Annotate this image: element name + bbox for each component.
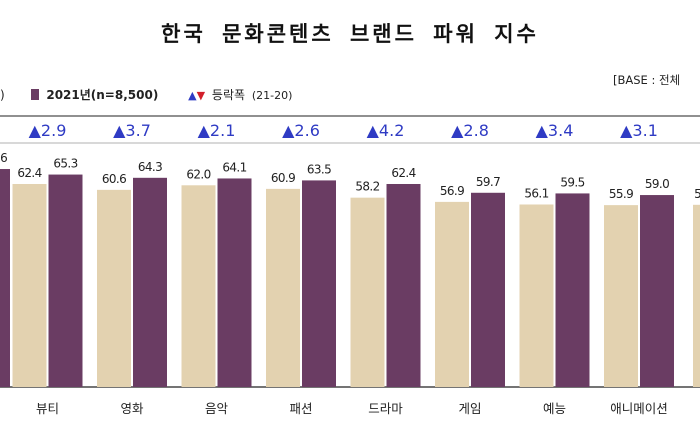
bar-2020-partial (693, 204, 700, 387)
x-tick-label: 음악 (205, 401, 229, 416)
legend-change-label: 등락폭 (211, 88, 246, 102)
bar-2021 (302, 180, 336, 387)
data-label-2020: 58.2 (355, 180, 379, 194)
change-label: ▲2.8 (451, 121, 489, 140)
x-tick-label: 드라마 (368, 401, 403, 416)
bar-2021 (133, 177, 167, 387)
x-tick-label: 게임 (458, 401, 481, 416)
change-label: ▲2.6 (282, 121, 320, 140)
x-tick-label: 뷰티 (36, 401, 59, 416)
data-label-2020: 56.1 (524, 186, 548, 200)
bar-2021 (217, 178, 252, 387)
data-label-2021: 59.5 (560, 175, 584, 189)
x-tick-label: 예능 (543, 401, 566, 416)
data-label-2020: 55.9 (609, 187, 633, 201)
bar-2020 (181, 185, 216, 387)
bar-2020 (12, 183, 47, 387)
data-label-2021: 59.7 (476, 175, 500, 189)
data-label-2021: 62.4 (391, 166, 415, 180)
bar-2020 (435, 201, 469, 387)
change-label: ▲4.2 (367, 121, 405, 140)
legend-prev-fragment: ) (0, 88, 5, 102)
bar-2020 (97, 189, 131, 387)
bar-2021 (471, 192, 505, 387)
legend: ) 2021년(n=8,500) ▲▼ 등락폭 (21-20) (0, 86, 292, 103)
data-label-2021: 64.3 (138, 160, 162, 174)
data-label-2021: 64.1 (222, 160, 246, 174)
data-label-2020: 60.6 (102, 172, 126, 186)
data-label-2021: 65.3 (53, 157, 77, 171)
base-note: [BASE : 전체 (613, 73, 681, 87)
bar-2021 (640, 195, 674, 387)
x-tick-label: 애니메이션 (610, 401, 668, 416)
legend-down-icon: ▼ (196, 89, 206, 102)
change-label: ▲3.4 (536, 121, 574, 140)
data-label-2020: 62.4 (17, 166, 41, 180)
data-label-2020-partial: 5 (694, 187, 700, 201)
bar-2020 (266, 188, 300, 387)
legend-label-2021: 2021년(n=8,500) (46, 88, 159, 102)
data-label-2021: 63.5 (307, 162, 331, 176)
legend-up-icon: ▲ (188, 89, 197, 102)
data-label-2021-partial: 6 (0, 151, 8, 165)
bar-2020 (350, 197, 385, 387)
x-tick-label: 패션 (289, 401, 312, 416)
legend-change-period: (21-20) (251, 89, 293, 102)
legend-swatch-2021 (30, 89, 39, 100)
change-label: ▲3.7 (113, 121, 151, 140)
data-label-2020: 56.9 (440, 184, 464, 198)
bar-2020 (519, 204, 554, 387)
data-label-2020: 60.9 (271, 171, 295, 185)
change-label: ▲2.9 (29, 121, 67, 140)
bar-2021 (386, 183, 421, 387)
data-label-2021: 59.0 (645, 177, 669, 191)
change-label: ▲2.1 (198, 121, 236, 140)
bar-2020 (604, 205, 638, 387)
bar-2021 (48, 174, 83, 387)
change-label: ▲3.1 (620, 121, 658, 140)
data-label-2020: 62.0 (186, 167, 210, 181)
chart-title: 한국 문화콘텐츠 브랜드 파워 지수 (161, 22, 539, 46)
bar-2021-partial (0, 169, 10, 387)
x-tick-label: 영화 (120, 401, 144, 416)
bar-2021 (555, 193, 590, 387)
